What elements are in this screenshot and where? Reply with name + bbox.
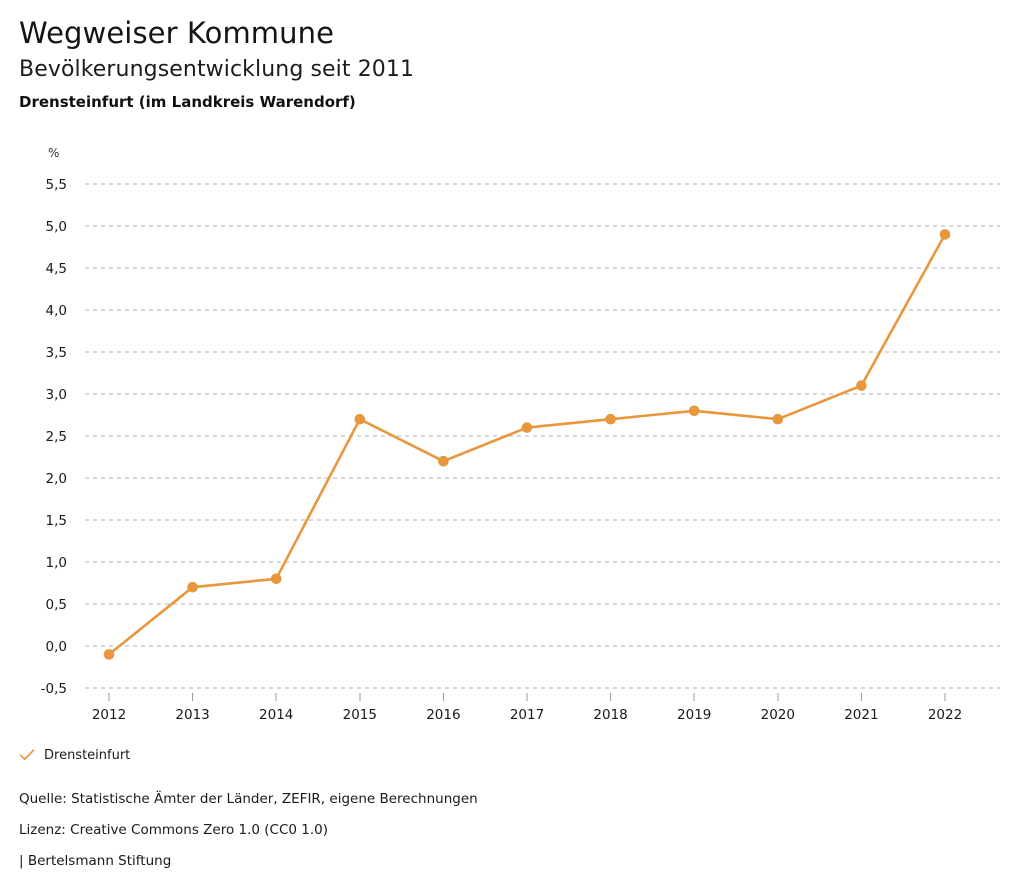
x-axis-tick-label: 2014	[259, 707, 293, 723]
data-point-marker[interactable]	[103, 649, 115, 660]
data-point-marker[interactable]	[270, 573, 282, 585]
x-axis: 2012 2013 2014 2015 2016 2017 2018 2019 2020 2021…	[92, 693, 962, 723]
y-axis-tick-label: 2,0	[46, 471, 67, 487]
x-axis-tick-label: 2018	[593, 707, 627, 723]
data-point-marker[interactable]	[772, 413, 784, 425]
data-point-marker[interactable]	[605, 413, 616, 425]
data-point-marker[interactable]	[688, 405, 700, 417]
data-point-marker[interactable]	[939, 229, 951, 240]
chart-footer: Quelle: Statistische Ämter der Länder, Z…	[19, 784, 919, 877]
y-axis-tick-label: 5,0	[46, 219, 67, 235]
header: Wegweiser Kommune Bevölkerungsentwicklun…	[19, 14, 999, 114]
y-axis-tick-label: 1,5	[46, 513, 67, 529]
footer-publisher: | Bertelsmann Stiftung	[19, 853, 172, 869]
chart-subtitle: Bevölkerungsentwicklung seit 2011	[19, 57, 415, 82]
x-axis-tick-label: 2012	[92, 707, 126, 723]
y-axis-tick-label: 5,5	[46, 177, 67, 193]
y-axis-tick-label: 2,5	[46, 429, 67, 445]
chart-legend[interactable]: Drensteinfurt	[19, 745, 130, 765]
data-point-marker[interactable]	[187, 581, 198, 593]
y-axis-tick-label: 0,0	[46, 639, 67, 655]
y-axis-tick-label: -0,5	[41, 681, 67, 697]
y-axis-tick-label: 4,0	[46, 303, 67, 319]
x-axis-tick-label: 2016	[426, 707, 460, 723]
data-point-marker[interactable]	[521, 422, 533, 433]
y-axis-tick-label: 0,5	[46, 597, 67, 613]
x-axis-tick-label: 2022	[928, 707, 962, 723]
x-axis-tick-label: 2017	[510, 707, 544, 723]
x-axis-tick-label: 2019	[677, 707, 711, 723]
chart-region-label: Drensteinfurt (im Landkreis Warendorf)	[19, 93, 356, 111]
page-title: Wegweiser Kommune	[19, 16, 335, 50]
x-axis-tick-label: 2020	[761, 707, 795, 723]
y-axis-tick-label: 3,5	[46, 345, 67, 361]
footer-source: Quelle: Statistische Ämter der Länder, Z…	[19, 791, 478, 807]
data-point-marker[interactable]	[438, 455, 449, 467]
footer-license: Lizenz: Creative Commons Zero 1.0 (CC0 1…	[19, 822, 329, 838]
data-point-marker[interactable]	[856, 380, 867, 391]
y-axis-tick-label: 3,0	[46, 387, 67, 403]
x-axis-tick-label: 2013	[175, 707, 209, 723]
series-line	[107, 233, 947, 656]
check-icon	[19, 748, 35, 762]
y-axis-unit-label: %	[48, 146, 60, 160]
y-axis-tick-label: 1,0	[46, 555, 67, 571]
x-axis-tick-label: 2015	[343, 707, 377, 723]
legend-item-label: Drensteinfurt	[44, 747, 131, 763]
check-icon-glyph	[19, 749, 35, 761]
x-axis-tick-label: 2021	[844, 707, 878, 723]
y-axis-tick-label: 4,5	[46, 261, 67, 277]
y-gridlines: 5,5 5,0 4,5 4,0 3,5 3,0 2,5 2,0 1,5 1,0 0,5 0,0 -0,5	[41, 177, 1000, 697]
data-point-marker[interactable]	[354, 413, 366, 425]
